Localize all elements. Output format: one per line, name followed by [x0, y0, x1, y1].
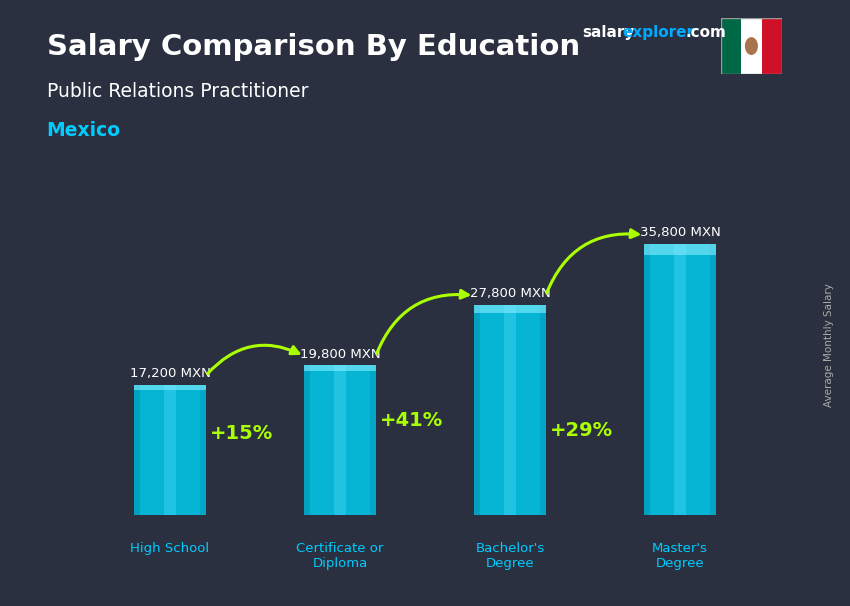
Bar [540, 304, 546, 515]
FancyBboxPatch shape [304, 365, 376, 515]
Bar [762, 18, 782, 74]
Text: Public Relations Practitioner: Public Relations Practitioner [47, 82, 309, 101]
FancyArrowPatch shape [207, 345, 298, 374]
Bar [370, 365, 376, 515]
Text: Mexico: Mexico [47, 121, 121, 140]
Text: 35,800 MXN: 35,800 MXN [639, 227, 720, 239]
Text: +41%: +41% [380, 411, 443, 430]
Text: Bachelor's
Degree: Bachelor's Degree [475, 542, 545, 570]
Bar [741, 18, 762, 74]
Text: 17,200 MXN: 17,200 MXN [129, 367, 211, 381]
FancyBboxPatch shape [644, 244, 716, 515]
FancyBboxPatch shape [134, 385, 206, 515]
Bar [304, 365, 310, 515]
Bar [474, 304, 546, 313]
Bar [503, 304, 517, 515]
Bar [333, 365, 347, 515]
Text: .com: .com [685, 25, 726, 41]
Text: Certificate or
Diploma: Certificate or Diploma [297, 542, 383, 570]
Text: +29%: +29% [550, 421, 613, 440]
Bar [644, 244, 650, 515]
Bar [134, 385, 140, 515]
Text: 27,800 MXN: 27,800 MXN [469, 287, 551, 300]
FancyArrowPatch shape [547, 230, 638, 293]
Text: High School: High School [130, 542, 210, 554]
Bar [710, 244, 716, 515]
Text: Average Monthly Salary: Average Monthly Salary [824, 284, 834, 407]
Bar [304, 365, 376, 371]
Text: explorer: explorer [622, 25, 694, 41]
FancyBboxPatch shape [474, 304, 546, 515]
Bar [200, 385, 206, 515]
Text: 19,800 MXN: 19,800 MXN [300, 348, 380, 361]
Text: Master's
Degree: Master's Degree [652, 542, 708, 570]
Text: Salary Comparison By Education: Salary Comparison By Education [47, 33, 580, 61]
Bar [644, 244, 716, 255]
Circle shape [745, 37, 758, 55]
Bar [673, 244, 687, 515]
Bar [163, 385, 177, 515]
FancyArrowPatch shape [377, 290, 468, 353]
Bar [134, 385, 206, 390]
Bar [721, 18, 741, 74]
Bar [474, 304, 480, 515]
Text: salary: salary [582, 25, 635, 41]
Text: +15%: +15% [210, 424, 273, 443]
